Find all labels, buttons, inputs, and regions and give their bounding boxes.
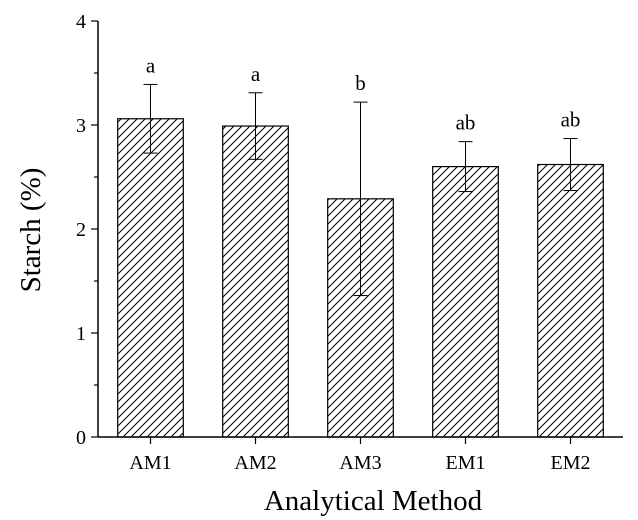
- y-axis-title: Starch (%): [15, 168, 47, 293]
- significance-label: a: [146, 53, 156, 77]
- plot-area: 0 1 2 3 4 a AM1 a AM2 b AM3 ab EM1 ab EM2: [76, 11, 623, 474]
- bar: [117, 118, 184, 438]
- significance-label: a: [251, 62, 261, 86]
- y-tick-label: 0: [76, 427, 86, 449]
- x-tick-label: EM2: [551, 452, 591, 474]
- x-tick-label: AM2: [234, 452, 276, 474]
- bar: [222, 125, 289, 438]
- y-tick-label: 1: [76, 323, 86, 345]
- significance-label: ab: [456, 111, 476, 135]
- bar: [537, 163, 604, 438]
- x-tick-label: EM1: [446, 452, 486, 474]
- significance-label: ab: [561, 108, 581, 132]
- x-tick-label: AM1: [129, 452, 171, 474]
- x-tick-label: AM3: [339, 452, 381, 474]
- y-tick-label: 4: [76, 11, 86, 33]
- y-tick-label: 3: [76, 115, 86, 137]
- significance-label: b: [355, 71, 366, 95]
- bar: [432, 166, 499, 438]
- x-axis-title: Analytical Method: [264, 485, 483, 517]
- y-tick-label: 2: [76, 219, 86, 241]
